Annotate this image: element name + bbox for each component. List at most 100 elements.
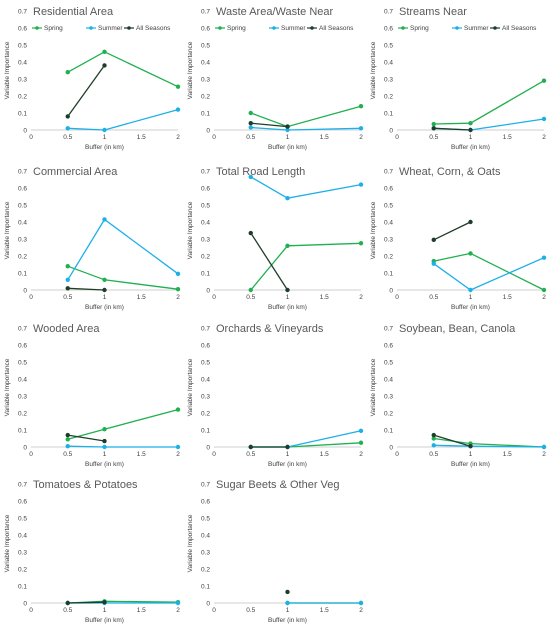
data-point-all_seasons <box>285 589 290 595</box>
x-axis-title: Buffer (in km) <box>451 144 490 151</box>
x-axis-title: Buffer (in km) <box>268 461 307 468</box>
y-tick-label: 0.2 <box>201 410 210 417</box>
data-point-summer <box>358 182 364 187</box>
y-tick-label: 0 <box>23 127 27 134</box>
y-axis-title: Variable Importance <box>187 41 194 99</box>
y-tick-label: 0.2 <box>201 253 210 260</box>
legend: Spring Summer All Seasons <box>215 25 354 32</box>
y-tick-label: 0.3 <box>18 393 27 400</box>
panel-title: Orchards & Vineyards <box>216 323 324 335</box>
series-summer <box>248 174 364 201</box>
y-tick-label: 0.3 <box>201 393 210 400</box>
data-point-summer <box>431 443 436 448</box>
data-point-spring <box>175 407 181 412</box>
legend-marker-spring <box>218 26 222 30</box>
series-line-spring <box>250 105 362 128</box>
series-line-summer <box>250 176 362 199</box>
series-summer <box>65 443 181 450</box>
y-tick-label: 0.5 <box>18 42 27 49</box>
x-axis-title: Buffer (in km) <box>268 304 307 311</box>
legend-marker-all_seasons <box>310 26 314 30</box>
series-spring <box>65 49 181 89</box>
series-line-spring <box>250 242 362 291</box>
x-tick-label: 1 <box>469 134 473 141</box>
series-spring <box>248 241 364 293</box>
y-tick-label: 0.5 <box>201 202 210 209</box>
data-point-summer <box>285 196 290 201</box>
y-tick-label: 0.1 <box>18 583 27 590</box>
series-summer <box>285 600 364 606</box>
series-all_seasons <box>65 432 107 444</box>
x-tick-label: 1 <box>469 451 473 458</box>
data-point-spring <box>175 286 181 292</box>
x-tick-label: 0.5 <box>246 134 255 141</box>
data-point-spring <box>65 437 70 442</box>
data-point-spring <box>65 264 70 269</box>
series-line-summer <box>67 218 179 281</box>
panel-title: Wheat, Corn, & Oats <box>399 166 501 178</box>
x-axis-title: Buffer (in km) <box>268 617 307 624</box>
data-point-spring <box>431 121 436 127</box>
x-tick-label: 0 <box>395 294 399 301</box>
data-point-spring <box>358 241 364 246</box>
y-tick-label: 0.2 <box>384 253 393 260</box>
y-axis-title: Variable Importance <box>187 514 194 572</box>
data-point-summer <box>65 277 70 282</box>
y-tick-label: 0.5 <box>384 359 393 366</box>
y-tick-label: 0.4 <box>18 219 27 226</box>
x-tick-label: 2 <box>359 451 363 458</box>
y-axis-title: Variable Importance <box>4 358 11 416</box>
data-point-spring <box>102 426 107 432</box>
series-spring <box>431 78 547 127</box>
y-tick-label: 0.6 <box>18 25 27 32</box>
data-point-spring <box>102 49 107 54</box>
series-spring <box>65 407 181 442</box>
legend-marker-all_seasons <box>493 26 497 30</box>
series-summer <box>65 217 181 282</box>
y-tick-label: 0.2 <box>201 93 210 100</box>
y-axis-title: Variable Importance <box>370 201 377 259</box>
data-point-all_seasons <box>468 219 473 225</box>
chart-svg: 0 0.1 0.2 0.3 0.4 0.5 0.6 0.7 0 0.5 1 1.5 2 Buffer (i… <box>187 479 364 624</box>
y-tick-label: 0.6 <box>201 342 210 349</box>
chart-svg: 0 0.1 0.2 0.3 0.4 0.5 0.6 0.7 0 0.5 1 1.5 2 Buffer (i… <box>370 166 547 311</box>
series-line-all_seasons <box>67 287 105 291</box>
series-all_seasons <box>248 444 290 450</box>
x-tick-label: 0.5 <box>429 294 438 301</box>
x-tick-label: 2 <box>176 451 180 458</box>
panel-residential-area: 0 0.1 0.2 0.3 0.4 0.5 0.6 0.7 0 0.5 1 1.5 2 Buffer (i… <box>0 0 183 155</box>
series-spring <box>248 440 364 450</box>
series-line-all_seasons <box>67 601 105 604</box>
x-tick-label: 1.5 <box>503 451 512 458</box>
panel-total-road-length: 0 0.1 0.2 0.3 0.4 0.5 0.6 0.7 0 0.5 1 1.5 2 Buffer (i… <box>183 160 366 315</box>
data-point-summer <box>358 428 364 434</box>
y-tick-label: 0.5 <box>201 359 210 366</box>
x-tick-label: 1.5 <box>137 607 146 614</box>
y-tick-label: 0.5 <box>384 202 393 209</box>
x-axis-title: Buffer (in km) <box>451 461 490 468</box>
x-tick-label: 0.5 <box>63 451 72 458</box>
x-tick-label: 0 <box>212 607 216 614</box>
legend-label-summer: Summer <box>98 25 123 32</box>
data-point-summer <box>65 126 70 131</box>
panel-title: Sugar Beets & Other Veg <box>216 479 340 491</box>
x-axis-title: Buffer (in km) <box>85 617 124 624</box>
data-point-all_seasons <box>285 124 290 129</box>
y-tick-label: 0.4 <box>384 219 393 226</box>
chart-svg: 0 0.1 0.2 0.3 0.4 0.5 0.6 0.7 0 0.5 1 1.5 2 Buffer (i… <box>187 323 364 468</box>
x-tick-label: 1 <box>103 294 107 301</box>
data-point-all_seasons <box>468 443 473 449</box>
chart-svg: 0 0.1 0.2 0.3 0.4 0.5 0.6 0.7 0 0.5 1 1.5 2 Buffer (i… <box>4 166 181 311</box>
x-axis-title: Buffer (in km) <box>85 144 124 151</box>
x-axis-title: Buffer (in km) <box>85 461 124 468</box>
panel-title: Residential Area <box>33 6 114 18</box>
series-line-summer <box>67 108 179 131</box>
chart-svg: 0 0.1 0.2 0.3 0.4 0.5 0.6 0.7 0 0.5 1 1.5 2 Buffer (i… <box>4 479 181 624</box>
y-tick-label: 0.2 <box>201 566 210 573</box>
chart-svg: 0 0.1 0.2 0.3 0.4 0.5 0.6 0.7 0 0.5 1 1.5 2 Buffer (i… <box>370 323 547 468</box>
x-tick-label: 1 <box>286 294 290 301</box>
y-tick-label: 0 <box>23 287 27 294</box>
legend-marker-summer <box>272 26 276 30</box>
y-tick-label: 0.4 <box>18 376 27 383</box>
x-tick-label: 0.5 <box>63 294 72 301</box>
